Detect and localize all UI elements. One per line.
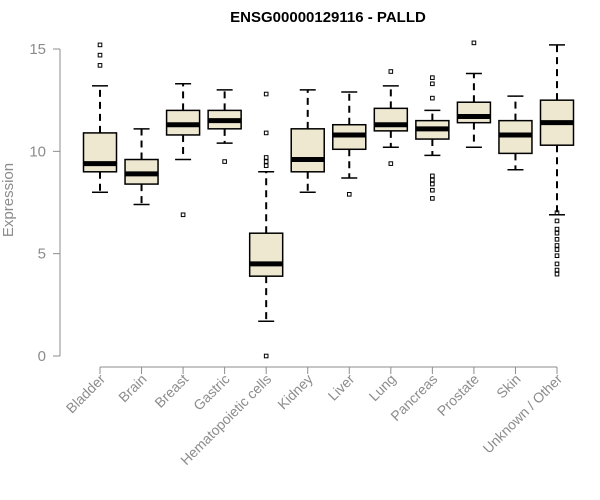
outlier-point <box>263 91 269 97</box>
outlier-point <box>554 237 560 242</box>
category-label: Bladder <box>63 371 109 417</box>
outlier-point <box>471 40 477 46</box>
outlier-point <box>180 212 186 218</box>
box <box>248 232 284 277</box>
outlier-point <box>554 271 560 277</box>
outlier-point <box>554 247 560 252</box>
category-label: Lung <box>366 371 399 404</box>
category-label: Brain <box>115 371 149 405</box>
y-axis: 0 5 10 15 <box>29 41 61 365</box>
box-group <box>290 89 325 194</box>
outlier-point <box>97 63 103 68</box>
chart-title: ENSG00000129116 - PALLD <box>230 9 426 26</box>
outlier-point <box>263 155 269 160</box>
outlier-point <box>263 159 269 164</box>
outlier-point <box>430 95 435 101</box>
outlier-point <box>97 42 103 48</box>
box-group <box>124 128 159 206</box>
box-group <box>498 95 533 171</box>
box-group <box>415 75 450 201</box>
box <box>373 107 409 132</box>
box-series <box>82 40 575 359</box>
outlier-point <box>430 181 435 187</box>
outlier-point <box>263 163 269 168</box>
box <box>290 128 325 173</box>
outlier-point <box>554 218 560 224</box>
box-group <box>165 83 201 218</box>
outlier-point <box>554 226 560 232</box>
outlier-point <box>430 187 435 193</box>
outlier-point <box>554 243 560 248</box>
category-label: Skin <box>493 371 524 402</box>
x-axis <box>99 366 558 374</box>
outlier-point <box>430 81 435 87</box>
outlier-point <box>346 192 352 197</box>
outlier-point <box>430 196 435 201</box>
outlier-point <box>554 210 560 216</box>
box-group <box>82 42 118 194</box>
y-axis-label: Expression <box>0 163 17 237</box>
category-label: Breast <box>151 371 191 411</box>
y-tick-label: 0 <box>38 348 46 365</box>
outlier-point <box>97 52 103 58</box>
outlier-point <box>554 261 560 267</box>
box-group <box>456 40 492 148</box>
outlier-point <box>554 230 560 236</box>
category-label: Prostate <box>434 371 482 419</box>
outlier-point <box>554 253 560 259</box>
outlier-point <box>430 75 435 80</box>
box-group <box>373 69 409 166</box>
box-group <box>539 44 575 277</box>
category-label: Liver <box>325 371 358 404</box>
outlier-point <box>430 173 435 179</box>
y-tick-label: 15 <box>29 41 46 58</box>
outlier-point <box>388 69 394 74</box>
y-tick-label: 10 <box>29 143 46 160</box>
y-tick-label: 5 <box>38 246 46 263</box>
box-group <box>248 91 284 359</box>
outlier-point <box>263 353 269 359</box>
outlier-point <box>222 159 227 164</box>
box <box>456 101 492 124</box>
outlier-point <box>430 177 435 183</box>
box-group <box>332 91 367 197</box>
category-label: Kidney <box>274 371 316 413</box>
outlier-point <box>263 130 269 136</box>
outlier-point <box>388 161 394 166</box>
box-group <box>207 89 242 164</box>
outlier-point <box>554 267 560 273</box>
category-label: Unknown / Other <box>480 371 566 457</box>
